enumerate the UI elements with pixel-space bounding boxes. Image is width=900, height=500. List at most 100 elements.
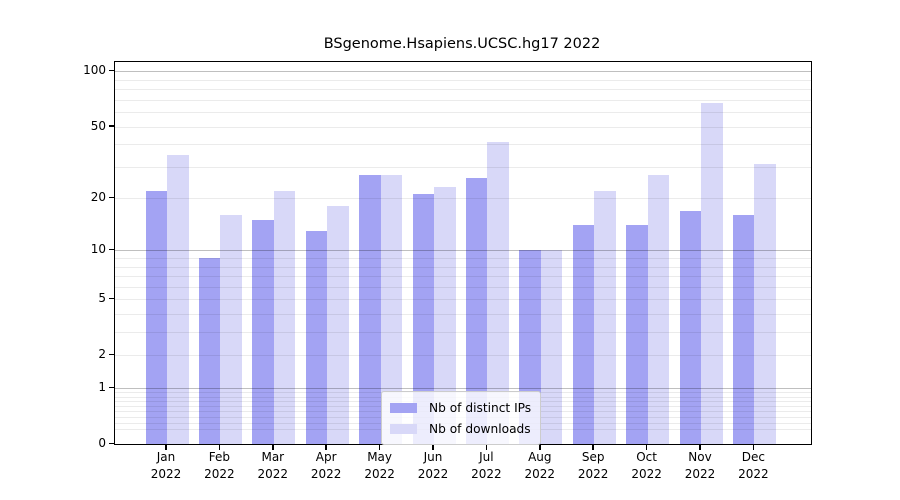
y-tick-mark bbox=[109, 248, 114, 251]
y-tick-label: 10 bbox=[90, 242, 106, 257]
x-tick-month: May bbox=[367, 450, 392, 464]
bar-aug-downloads bbox=[540, 250, 563, 444]
y-tick-label: 1 bbox=[98, 380, 106, 395]
x-tick-year: 2022 bbox=[524, 467, 556, 481]
bar-may-downloads bbox=[380, 174, 403, 444]
bar-sep-downloads bbox=[594, 190, 616, 444]
y-tick-mark bbox=[109, 442, 114, 444]
x-tick-mark bbox=[645, 444, 648, 450]
x-tick-month: Sep bbox=[581, 450, 605, 464]
x-tick-month: Apr bbox=[315, 450, 337, 464]
legend-item: Nb of distinct IPs bbox=[390, 397, 531, 418]
major-gridline bbox=[115, 388, 811, 390]
x-tick-mark bbox=[752, 444, 755, 450]
chart-title: BSgenome.Hsapiens.UCSC.hg17 2022 bbox=[323, 36, 601, 52]
x-tick-year: 2022 bbox=[150, 467, 182, 481]
minor-gridline bbox=[115, 89, 811, 91]
x-tick-month: Jun bbox=[423, 450, 443, 464]
x-tick-label-jun: Jun 2022 bbox=[403, 449, 463, 483]
x-tick-mark bbox=[485, 444, 488, 450]
legend-swatch bbox=[390, 402, 417, 413]
x-tick-year: 2022 bbox=[364, 467, 395, 481]
y-tick-mark bbox=[109, 125, 114, 127]
bar-dec-downloads bbox=[754, 164, 776, 444]
x-tick-label-sep: Sep 2022 bbox=[563, 449, 623, 483]
legend: Nb of distinct IPs Nb of downloads bbox=[381, 391, 542, 445]
x-tick-label-nov: Nov 2022 bbox=[670, 449, 730, 483]
minor-gridline bbox=[115, 79, 811, 81]
x-tick-mark bbox=[165, 444, 167, 450]
x-tick-mark bbox=[272, 444, 274, 450]
bar-nov-ips bbox=[679, 210, 701, 444]
x-tick-label-may: May 2022 bbox=[350, 449, 410, 483]
minor-gridline bbox=[115, 166, 811, 168]
bar-feb-downloads bbox=[220, 215, 242, 444]
x-tick-year: 2022 bbox=[417, 467, 449, 481]
x-tick-mark bbox=[539, 444, 541, 450]
minor-gridline bbox=[115, 198, 811, 200]
y-tick-label: 20 bbox=[90, 190, 106, 205]
y-tick-label: 0 bbox=[98, 436, 106, 450]
plot-area: Nb of distinct IPs Nb of downloads bbox=[114, 61, 812, 445]
x-tick-month: Aug bbox=[528, 450, 552, 464]
bar-jun-ips bbox=[412, 194, 434, 444]
x-tick-month: Oct bbox=[636, 450, 657, 464]
y-tick-label: 2 bbox=[98, 347, 106, 362]
y-tick-mark bbox=[109, 297, 114, 300]
x-tick-year: 2022 bbox=[738, 467, 769, 481]
bar-jan-downloads bbox=[167, 154, 189, 444]
major-gridline bbox=[115, 250, 811, 252]
bar-may-ips bbox=[359, 174, 381, 444]
bar-dec-ips bbox=[732, 215, 755, 444]
legend-item: Nb of downloads bbox=[390, 418, 531, 439]
x-tick-month: Jan bbox=[156, 450, 176, 464]
bar-apr-ips bbox=[305, 230, 328, 444]
x-tick-mark bbox=[592, 444, 594, 450]
bar-mar-downloads bbox=[273, 190, 296, 444]
minor-gridline bbox=[115, 126, 811, 128]
minor-gridline bbox=[115, 355, 811, 357]
minor-gridline bbox=[115, 314, 811, 316]
bar-feb-ips bbox=[198, 258, 221, 444]
x-tick-month: Nov bbox=[688, 450, 712, 464]
x-tick-year: 2022 bbox=[577, 467, 609, 481]
x-tick-label-oct: Oct 2022 bbox=[617, 449, 677, 483]
x-tick-year: 2022 bbox=[684, 467, 716, 481]
bar-oct-ips bbox=[626, 225, 648, 444]
bar-jul-ips bbox=[465, 177, 488, 444]
x-tick-label-feb: Feb 2022 bbox=[189, 449, 249, 483]
minor-gridline bbox=[115, 258, 811, 260]
legend-swatch bbox=[390, 423, 417, 434]
legend-label: Nb of downloads bbox=[429, 421, 531, 436]
bar-jun-downloads bbox=[434, 187, 456, 444]
bar-mar-ips bbox=[252, 220, 274, 444]
x-tick-year: 2022 bbox=[310, 467, 342, 481]
minor-gridline bbox=[115, 99, 811, 101]
bar-apr-downloads bbox=[327, 206, 349, 444]
x-tick-label-jul: Jul 2022 bbox=[456, 449, 516, 483]
bar-jul-downloads bbox=[487, 142, 509, 444]
x-tick-month: Mar bbox=[261, 450, 285, 464]
bar-oct-downloads bbox=[647, 174, 670, 444]
x-tick-mark bbox=[218, 444, 221, 450]
x-tick-year: 2022 bbox=[471, 467, 502, 481]
x-tick-mark bbox=[325, 444, 327, 450]
minor-gridline bbox=[115, 266, 811, 268]
x-tick-label-mar: Mar 2022 bbox=[243, 449, 303, 483]
y-tick-mark bbox=[109, 69, 114, 72]
x-tick-year: 2022 bbox=[204, 467, 235, 481]
x-tick-month: Feb bbox=[208, 450, 231, 464]
major-gridline bbox=[115, 71, 811, 73]
x-tick-mark bbox=[432, 444, 434, 450]
x-tick-month: Jul bbox=[479, 450, 494, 464]
x-tick-label-dec: Dec 2022 bbox=[723, 449, 783, 483]
y-tick-label: 100 bbox=[83, 63, 106, 78]
x-tick-year: 2022 bbox=[257, 467, 289, 481]
x-tick-label-apr: Apr 2022 bbox=[296, 449, 356, 483]
y-tick-mark bbox=[109, 353, 114, 356]
y-tick-mark bbox=[109, 386, 114, 389]
bar-nov-downloads bbox=[701, 103, 723, 444]
legend-label: Nb of distinct IPs bbox=[429, 400, 532, 415]
minor-gridline bbox=[115, 112, 811, 114]
